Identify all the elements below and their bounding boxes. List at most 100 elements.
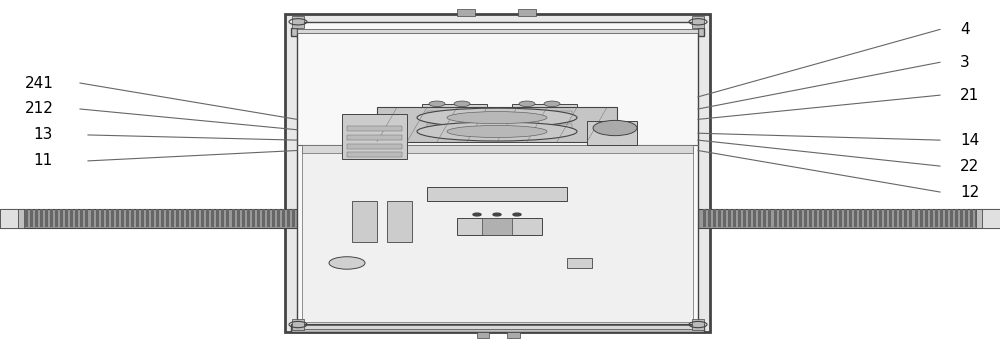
Bar <box>889 209 892 227</box>
Bar <box>45 209 48 227</box>
Bar <box>292 209 295 227</box>
Bar <box>101 209 104 227</box>
Circle shape <box>454 101 470 107</box>
Ellipse shape <box>447 125 547 137</box>
Bar <box>257 209 260 227</box>
Circle shape <box>429 101 445 107</box>
Bar <box>191 209 194 227</box>
Bar <box>950 209 953 227</box>
Bar <box>763 209 766 227</box>
Bar <box>753 209 756 227</box>
Bar <box>779 209 782 227</box>
Bar <box>196 209 199 227</box>
Bar <box>738 209 741 227</box>
Bar <box>809 209 812 227</box>
Bar <box>784 209 787 227</box>
Bar <box>201 209 204 227</box>
Bar <box>206 209 209 227</box>
Bar <box>976 209 982 228</box>
Bar <box>733 209 736 227</box>
Bar <box>859 209 862 227</box>
Bar <box>267 209 270 227</box>
Bar <box>161 209 164 227</box>
Bar <box>136 209 139 227</box>
Bar <box>894 209 897 227</box>
Bar <box>297 22 698 324</box>
Bar <box>347 135 402 140</box>
Text: 13: 13 <box>33 127 52 143</box>
Text: 22: 22 <box>960 158 979 174</box>
Bar <box>482 218 512 235</box>
Bar <box>708 209 711 227</box>
Bar <box>692 16 704 28</box>
Bar <box>166 209 169 227</box>
Bar <box>512 104 577 130</box>
Bar <box>829 209 832 227</box>
Bar <box>211 209 214 227</box>
Bar <box>960 209 963 227</box>
Bar <box>216 209 219 227</box>
Bar <box>768 209 771 227</box>
Circle shape <box>513 213 521 216</box>
Bar <box>517 111 572 116</box>
Bar <box>915 209 918 227</box>
Bar <box>698 209 1000 228</box>
Circle shape <box>519 101 535 107</box>
Ellipse shape <box>417 108 577 127</box>
Bar <box>587 121 637 145</box>
Bar <box>0 209 18 228</box>
Bar <box>302 145 693 153</box>
Bar <box>869 209 872 227</box>
Bar <box>237 209 240 227</box>
Bar <box>252 209 255 227</box>
Bar <box>814 209 817 227</box>
Circle shape <box>544 101 560 107</box>
Bar <box>457 218 542 235</box>
Bar <box>925 209 928 227</box>
Bar <box>884 209 887 227</box>
Bar <box>65 209 68 227</box>
Bar <box>121 209 124 227</box>
Bar <box>982 209 1000 228</box>
Bar <box>80 209 83 227</box>
Bar <box>111 209 114 227</box>
Bar <box>0 209 302 228</box>
Bar <box>272 209 275 227</box>
Bar <box>40 209 43 227</box>
Bar <box>347 152 402 157</box>
Bar <box>285 14 710 332</box>
Bar <box>824 209 827 227</box>
Text: 4: 4 <box>960 22 970 37</box>
Text: 11: 11 <box>33 153 52 169</box>
Bar <box>297 325 698 329</box>
Bar <box>748 209 751 227</box>
Bar <box>151 209 154 227</box>
Bar <box>849 209 852 227</box>
Bar <box>291 28 704 36</box>
Bar <box>50 209 53 227</box>
Bar <box>804 209 807 227</box>
Text: 21: 21 <box>960 88 979 103</box>
Bar <box>478 332 489 338</box>
Bar <box>728 209 731 227</box>
Bar <box>291 324 704 332</box>
Bar <box>844 209 847 227</box>
Bar <box>181 209 184 227</box>
Bar <box>247 209 250 227</box>
Bar <box>930 209 933 227</box>
Bar <box>899 209 902 227</box>
Circle shape <box>493 213 501 216</box>
Text: 212: 212 <box>25 101 54 117</box>
Bar <box>945 209 948 227</box>
Bar <box>347 126 402 131</box>
Bar <box>302 147 693 322</box>
Ellipse shape <box>447 111 547 124</box>
Bar <box>85 209 88 227</box>
Bar <box>904 209 907 227</box>
Bar <box>955 209 958 227</box>
Bar <box>834 209 837 227</box>
Bar <box>342 114 407 159</box>
Bar <box>282 209 285 227</box>
Bar <box>131 209 134 227</box>
Bar <box>277 209 280 227</box>
